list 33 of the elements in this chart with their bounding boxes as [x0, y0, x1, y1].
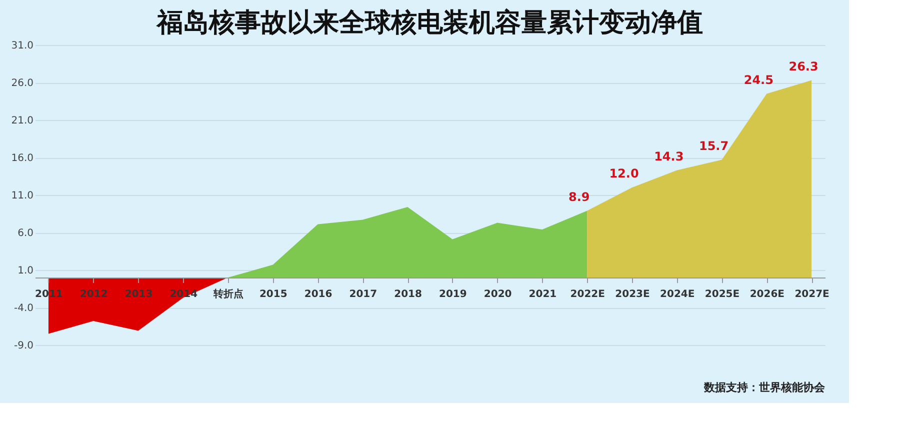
y-tick-label: -9.0 — [14, 340, 34, 352]
y-tick-label: -4.0 — [14, 303, 34, 314]
x-tick-label: 2016 — [304, 289, 332, 300]
y-tick-label: 26.0 — [11, 78, 34, 89]
y-tick-label: 31.0 — [11, 40, 34, 52]
data-label: 15.7 — [698, 138, 729, 153]
data-label: 12.0 — [609, 166, 639, 180]
x-tick-label: 转折点 — [212, 288, 244, 300]
y-tick-label: 16.0 — [11, 153, 34, 164]
x-tick-label: 2021 — [528, 289, 557, 300]
y-tick-label: 1.0 — [18, 266, 34, 276]
x-tick-label: 2017 — [349, 289, 378, 300]
chart-title: 福岛核事故以来全球核电装机容量累计变动净值 — [155, 8, 703, 38]
x-tick-label: 2015 — [259, 289, 288, 300]
x-tick-label: 2023E — [615, 289, 650, 300]
data-label: 26.3 — [788, 59, 818, 74]
data-label: 24.5 — [744, 72, 774, 87]
x-tick-label: 2012 — [80, 289, 108, 300]
x-tick-label: 2019 — [439, 289, 467, 300]
text: 数据支持：世界核能协会 — [703, 381, 826, 394]
x-tick-label: 2018 — [394, 289, 422, 300]
x-tick-label: 2022E — [570, 289, 606, 300]
x-tick-label: 2027E — [794, 289, 830, 300]
x-tick-label: 2020 — [484, 289, 512, 300]
x-tick-label: 2024E — [660, 289, 695, 300]
y-tick-label: 21.0 — [11, 116, 34, 126]
y-tick-label: 11.0 — [11, 190, 34, 202]
y-tick-label: 6.0 — [18, 228, 34, 239]
data-label: 14.3 — [654, 149, 684, 164]
data-label: 8.9 — [568, 190, 590, 204]
x-tick-label: 2013 — [124, 289, 153, 300]
x-tick-label: 2025E — [704, 289, 740, 300]
x-tick-label: 2026E — [750, 289, 785, 300]
